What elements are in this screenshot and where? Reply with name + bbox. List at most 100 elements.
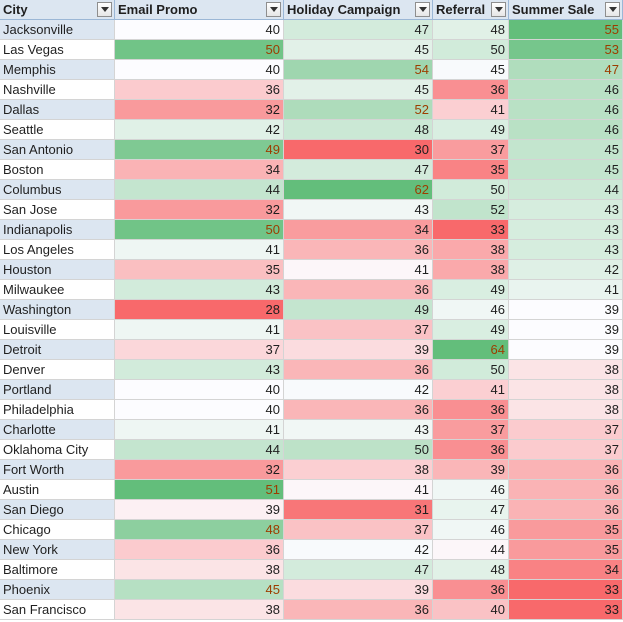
value-cell[interactable]: 46 — [433, 520, 509, 540]
value-cell[interactable]: 44 — [509, 180, 623, 200]
value-cell[interactable]: 45 — [509, 140, 623, 160]
city-cell[interactable]: Houston — [0, 260, 115, 280]
value-cell[interactable]: 52 — [284, 100, 433, 120]
value-cell[interactable]: 46 — [509, 100, 623, 120]
value-cell[interactable]: 39 — [433, 460, 509, 480]
value-cell[interactable]: 46 — [509, 80, 623, 100]
value-cell[interactable]: 44 — [115, 180, 284, 200]
column-header-1[interactable]: City — [0, 0, 115, 20]
city-cell[interactable]: San Francisco — [0, 600, 115, 620]
city-cell[interactable]: Indianapolis — [0, 220, 115, 240]
value-cell[interactable]: 64 — [433, 340, 509, 360]
value-cell[interactable]: 36 — [509, 500, 623, 520]
city-cell[interactable]: Milwaukee — [0, 280, 115, 300]
value-cell[interactable]: 36 — [284, 360, 433, 380]
value-cell[interactable]: 41 — [284, 260, 433, 280]
value-cell[interactable]: 32 — [115, 100, 284, 120]
value-cell[interactable]: 38 — [509, 400, 623, 420]
value-cell[interactable]: 37 — [433, 420, 509, 440]
value-cell[interactable]: 50 — [115, 220, 284, 240]
value-cell[interactable]: 36 — [115, 80, 284, 100]
value-cell[interactable]: 53 — [509, 40, 623, 60]
city-cell[interactable]: Las Vegas — [0, 40, 115, 60]
city-cell[interactable]: Washington — [0, 300, 115, 320]
value-cell[interactable]: 33 — [509, 580, 623, 600]
value-cell[interactable]: 48 — [284, 120, 433, 140]
value-cell[interactable]: 40 — [115, 20, 284, 40]
value-cell[interactable]: 62 — [284, 180, 433, 200]
value-cell[interactable]: 38 — [509, 380, 623, 400]
value-cell[interactable]: 35 — [509, 520, 623, 540]
value-cell[interactable]: 38 — [433, 240, 509, 260]
value-cell[interactable]: 39 — [284, 580, 433, 600]
value-cell[interactable]: 46 — [433, 300, 509, 320]
value-cell[interactable]: 43 — [284, 420, 433, 440]
value-cell[interactable]: 41 — [115, 420, 284, 440]
value-cell[interactable]: 49 — [284, 300, 433, 320]
value-cell[interactable]: 42 — [115, 120, 284, 140]
city-cell[interactable]: Denver — [0, 360, 115, 380]
column-header-5[interactable]: Summer Sale — [509, 0, 623, 20]
column-header-4[interactable]: Referral — [433, 0, 509, 20]
city-cell[interactable]: Memphis — [0, 60, 115, 80]
city-cell[interactable]: San Antonio — [0, 140, 115, 160]
city-cell[interactable]: Jacksonville — [0, 20, 115, 40]
value-cell[interactable]: 47 — [284, 560, 433, 580]
city-cell[interactable]: Portland — [0, 380, 115, 400]
filter-dropdown-button[interactable] — [605, 2, 620, 17]
value-cell[interactable]: 38 — [115, 560, 284, 580]
value-cell[interactable]: 44 — [115, 440, 284, 460]
value-cell[interactable]: 35 — [115, 260, 284, 280]
value-cell[interactable]: 54 — [284, 60, 433, 80]
city-cell[interactable]: Nashville — [0, 80, 115, 100]
value-cell[interactable]: 34 — [115, 160, 284, 180]
city-cell[interactable]: Fort Worth — [0, 460, 115, 480]
value-cell[interactable]: 43 — [284, 200, 433, 220]
value-cell[interactable]: 44 — [433, 540, 509, 560]
city-cell[interactable]: New York — [0, 540, 115, 560]
value-cell[interactable]: 37 — [115, 340, 284, 360]
value-cell[interactable]: 35 — [433, 160, 509, 180]
value-cell[interactable]: 50 — [433, 180, 509, 200]
value-cell[interactable]: 36 — [115, 540, 284, 560]
city-cell[interactable]: Dallas — [0, 100, 115, 120]
city-cell[interactable]: San Jose — [0, 200, 115, 220]
value-cell[interactable]: 45 — [433, 60, 509, 80]
value-cell[interactable]: 41 — [115, 320, 284, 340]
value-cell[interactable]: 41 — [433, 100, 509, 120]
value-cell[interactable]: 37 — [433, 140, 509, 160]
value-cell[interactable]: 39 — [509, 320, 623, 340]
value-cell[interactable]: 47 — [433, 500, 509, 520]
value-cell[interactable]: 34 — [284, 220, 433, 240]
value-cell[interactable]: 38 — [115, 600, 284, 620]
city-cell[interactable]: Detroit — [0, 340, 115, 360]
value-cell[interactable]: 38 — [509, 360, 623, 380]
value-cell[interactable]: 38 — [284, 460, 433, 480]
value-cell[interactable]: 50 — [284, 440, 433, 460]
value-cell[interactable]: 43 — [509, 220, 623, 240]
value-cell[interactable]: 45 — [284, 40, 433, 60]
value-cell[interactable]: 37 — [509, 440, 623, 460]
value-cell[interactable]: 42 — [284, 380, 433, 400]
value-cell[interactable]: 43 — [509, 240, 623, 260]
value-cell[interactable]: 43 — [115, 280, 284, 300]
city-cell[interactable]: San Diego — [0, 500, 115, 520]
value-cell[interactable]: 45 — [284, 80, 433, 100]
value-cell[interactable]: 36 — [433, 440, 509, 460]
column-header-3[interactable]: Holiday Campaign — [284, 0, 433, 20]
value-cell[interactable]: 41 — [509, 280, 623, 300]
value-cell[interactable]: 32 — [115, 460, 284, 480]
value-cell[interactable]: 36 — [284, 280, 433, 300]
value-cell[interactable]: 43 — [115, 360, 284, 380]
value-cell[interactable]: 36 — [433, 80, 509, 100]
value-cell[interactable]: 36 — [509, 480, 623, 500]
value-cell[interactable]: 47 — [284, 160, 433, 180]
filter-dropdown-button[interactable] — [415, 2, 430, 17]
value-cell[interactable]: 37 — [284, 320, 433, 340]
value-cell[interactable]: 45 — [115, 580, 284, 600]
city-cell[interactable]: Phoenix — [0, 580, 115, 600]
value-cell[interactable]: 49 — [433, 320, 509, 340]
city-cell[interactable]: Louisville — [0, 320, 115, 340]
city-cell[interactable]: Chicago — [0, 520, 115, 540]
city-cell[interactable]: Baltimore — [0, 560, 115, 580]
